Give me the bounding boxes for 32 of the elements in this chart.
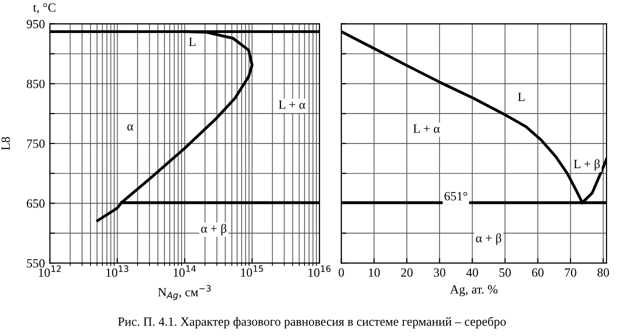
x-tick-label: 10$^{16}$ [308,265,331,277]
annotation: L [188,38,196,46]
annotation: L + α [278,100,306,109]
annotation: α [127,124,134,130]
annotation: α + β [201,224,226,236]
x-tick-label: 30 [434,268,446,277]
annotation: L [518,92,524,102]
y-tick-label: 850 [26,80,45,88]
x-tick-label: 10$^{13}$ [106,265,128,277]
y-tick-label: 950 [26,20,45,28]
annotation: L + β [574,159,600,171]
x-tick-label: 10$^{14}$ [174,265,196,277]
text: L8 [1,137,10,150]
text: Рис. П. 4.1. Характер фазового равновесия в системе германий – серебро [118,316,506,328]
x-tick-label: 40 [466,268,478,277]
x-tick-label: 80 [597,268,610,277]
x-tick-label: 20 [401,268,413,277]
y-tick-label: 550 [27,259,45,268]
annotation: α + β [476,233,502,245]
annotation: 651° [444,192,468,200]
x-tick-label: 70 [565,268,576,277]
annotation: L + α [413,124,440,133]
x-tick-label: 0 [338,268,344,277]
x-tick-label: 10$^{15}$ [241,265,264,277]
x-tick-label: 60 [532,268,544,277]
x-tick-label: 10 [368,268,380,277]
x-tick-label: 50 [500,268,511,277]
y-tick-label: 750 [27,139,45,148]
x-axis-title: N$_{Ag}$, см$^{−3}$ [158,285,211,300]
y-axis-title: t, °C [33,3,56,14]
y-tick-label: 650 [26,199,45,208]
x-axis-title: Ag, ат. % [450,285,498,296]
